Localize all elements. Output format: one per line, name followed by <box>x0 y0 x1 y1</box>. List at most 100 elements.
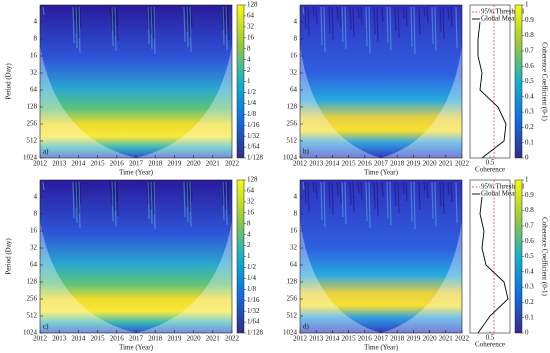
colorbar-tick-label: 0 <box>525 154 529 162</box>
texture <box>109 181 112 192</box>
texture <box>357 6 360 19</box>
x-tick-label: 2022 <box>225 335 240 343</box>
colorbar-tick-label: 4 <box>247 55 251 63</box>
colorbar-label: Coherence Coefficient (0-1) <box>540 217 548 296</box>
texture <box>79 181 82 204</box>
texture <box>413 181 416 230</box>
y-tick-label: 256 <box>27 295 38 303</box>
x-tick-label: 2012 <box>33 160 48 168</box>
texture <box>386 181 389 219</box>
y-tick-label: 8 <box>294 210 298 218</box>
x-tick-label: 2013 <box>52 335 67 343</box>
texture <box>455 181 458 224</box>
colorbar-tick-label: 1/16 <box>247 121 260 129</box>
texture <box>312 181 315 193</box>
texture <box>72 181 75 219</box>
x-tick-label: 2019 <box>167 160 182 168</box>
colorbar-tick-label: 0.1 <box>525 138 534 146</box>
texture <box>426 6 429 24</box>
texture <box>323 181 326 228</box>
texture <box>226 6 229 26</box>
y-tick-label: 8 <box>34 210 38 218</box>
texture <box>381 6 384 23</box>
texture <box>78 181 81 229</box>
texture <box>221 181 224 206</box>
texture <box>397 181 400 214</box>
y-tick-label: 32 <box>30 244 38 252</box>
texture <box>42 6 45 16</box>
y-tick-label: 32 <box>290 244 298 252</box>
side-frame <box>469 179 511 334</box>
y-tick-label: 16 <box>30 52 38 60</box>
texture <box>185 181 188 208</box>
texture <box>113 181 116 212</box>
colorbar-tick-label: 32 <box>247 197 255 205</box>
y-tick-label: 8 <box>34 35 38 43</box>
texture <box>410 181 413 223</box>
colorbar-tick-label: 0.2 <box>525 298 534 306</box>
colorbar-tick-label: 128 <box>247 1 258 9</box>
x-tick-label: 2017 <box>129 335 144 343</box>
texture <box>186 181 189 223</box>
legend-label: 95% Threshold <box>481 183 524 191</box>
texture <box>439 6 442 33</box>
y-axis-label: Period (Day) <box>5 63 13 100</box>
colorbar-tick-label: 0.7 <box>525 222 534 230</box>
colorbar-tick-label: 16 <box>247 208 255 216</box>
x-tick-label: 2014 <box>71 335 86 343</box>
colorbar-tick-label: 0.1 <box>525 313 534 321</box>
texture <box>315 181 318 200</box>
colorbar-tick-label: 8 <box>247 44 251 52</box>
global-mean-line <box>477 21 507 159</box>
texture <box>344 181 347 225</box>
colorbar <box>514 179 523 334</box>
x-tick-label: 2018 <box>148 160 163 168</box>
y-tick-label: 256 <box>287 295 298 303</box>
texture <box>368 6 371 54</box>
texture <box>302 181 305 191</box>
texture <box>423 6 426 17</box>
texture <box>410 6 413 48</box>
colorbar-tick-label: 1/64 <box>247 318 260 326</box>
x-tick-label: 2012 <box>33 335 48 343</box>
texture <box>185 6 188 33</box>
y-tick-label: 16 <box>30 227 38 235</box>
global-mean-line <box>477 196 509 334</box>
colorbar-tick-label: 0.9 <box>525 16 534 24</box>
colorbar-tick-label: 1/32 <box>247 307 260 315</box>
texture <box>148 6 151 20</box>
y-tick-label: 32 <box>290 69 298 77</box>
x-tick-label: 2015 <box>342 160 357 168</box>
x-tick-label: 2019 <box>406 335 421 343</box>
texture <box>149 181 152 210</box>
texture <box>75 181 78 224</box>
x-tick-label: 0.5 <box>486 334 495 342</box>
texture <box>368 181 371 229</box>
texture <box>183 181 186 218</box>
texture <box>190 6 193 28</box>
texture <box>112 181 115 197</box>
texture <box>304 181 307 205</box>
panel-label: c) <box>43 323 49 331</box>
colorbar-tick-label: 0.6 <box>525 237 534 245</box>
texture <box>110 181 113 207</box>
cone-of-influence <box>40 220 232 333</box>
texture <box>183 6 186 43</box>
texture <box>418 181 421 211</box>
texture <box>76 6 79 24</box>
texture <box>357 181 360 194</box>
texture <box>224 181 227 211</box>
x-axis-label: Time (Year) <box>364 169 399 177</box>
texture <box>376 6 379 42</box>
texture <box>189 181 192 228</box>
x-axis-label: Time (Year) <box>119 344 154 352</box>
x-tick-label: 2022 <box>455 335 470 343</box>
texture <box>222 181 225 221</box>
panel-label: a) <box>43 148 49 156</box>
x-tick-label: 2013 <box>309 335 324 343</box>
y-tick-label: 512 <box>27 312 38 320</box>
y-tick-label: 32 <box>30 69 38 77</box>
colorbar-tick-label: 1/32 <box>247 132 260 140</box>
texture <box>376 181 379 217</box>
